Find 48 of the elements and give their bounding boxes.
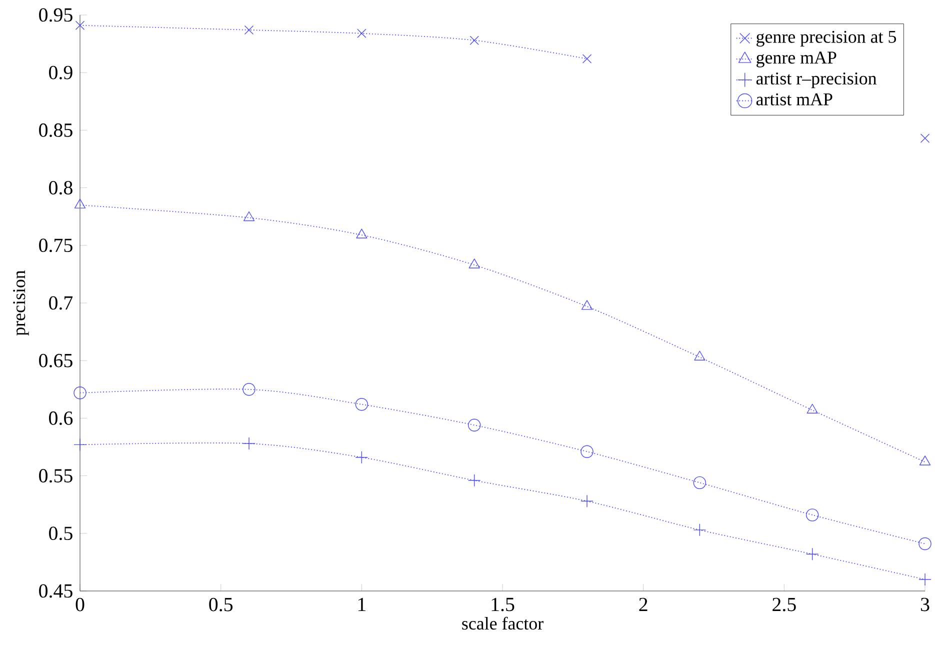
y-tick-label: 0.85 <box>39 123 72 137</box>
y-tick-label: 0.65 <box>39 354 72 368</box>
point <box>806 404 818 414</box>
x-tick-label: 1 <box>358 598 366 611</box>
x-tick-label: 2 <box>639 598 648 612</box>
point <box>580 445 594 458</box>
point <box>355 451 368 464</box>
point <box>468 258 480 268</box>
y-axis-title: precision <box>13 270 29 336</box>
point <box>693 476 706 490</box>
legend-label: genre mAP <box>756 52 836 68</box>
point <box>470 36 479 45</box>
y-tick-label: 0.45 <box>39 584 72 598</box>
x-tick-label: 0.5 <box>209 598 233 612</box>
point <box>468 418 481 432</box>
point <box>242 383 256 396</box>
point <box>355 398 368 411</box>
point <box>693 524 706 536</box>
point <box>357 28 366 38</box>
x-tick-label: 2.5 <box>772 598 796 612</box>
y-tick-label: 0.9 <box>49 66 72 80</box>
y-tick-label: 0.95 <box>39 8 72 22</box>
x-tick-label: 3 <box>920 598 930 612</box>
legend-label: artist mAP <box>756 93 832 106</box>
point <box>581 300 593 310</box>
x-tick-label: 0 <box>76 598 84 612</box>
y-tick-label: 0.5 <box>49 526 72 540</box>
y-tick-label: 0.55 <box>39 469 72 483</box>
x-axis-title: scale factor <box>462 616 544 630</box>
point <box>74 386 86 400</box>
point <box>74 198 86 208</box>
point <box>244 25 254 35</box>
y-tick-label: 0.8 <box>49 181 72 195</box>
point <box>356 228 368 238</box>
y-tick-label: 0.7 <box>49 296 73 310</box>
point <box>918 537 932 550</box>
point <box>806 508 819 522</box>
point <box>243 211 255 222</box>
legend-label: genre precision at 5 <box>756 30 896 47</box>
point <box>919 456 931 466</box>
point <box>694 350 706 360</box>
y-tick-label: 0.75 <box>39 238 72 252</box>
point <box>582 54 592 64</box>
point <box>75 20 85 30</box>
legend-label: artist r–precision <box>756 72 877 88</box>
x-tick-label: 1.5 <box>492 598 514 612</box>
point <box>920 134 930 143</box>
y-tick-label: 0.6 <box>49 411 73 425</box>
